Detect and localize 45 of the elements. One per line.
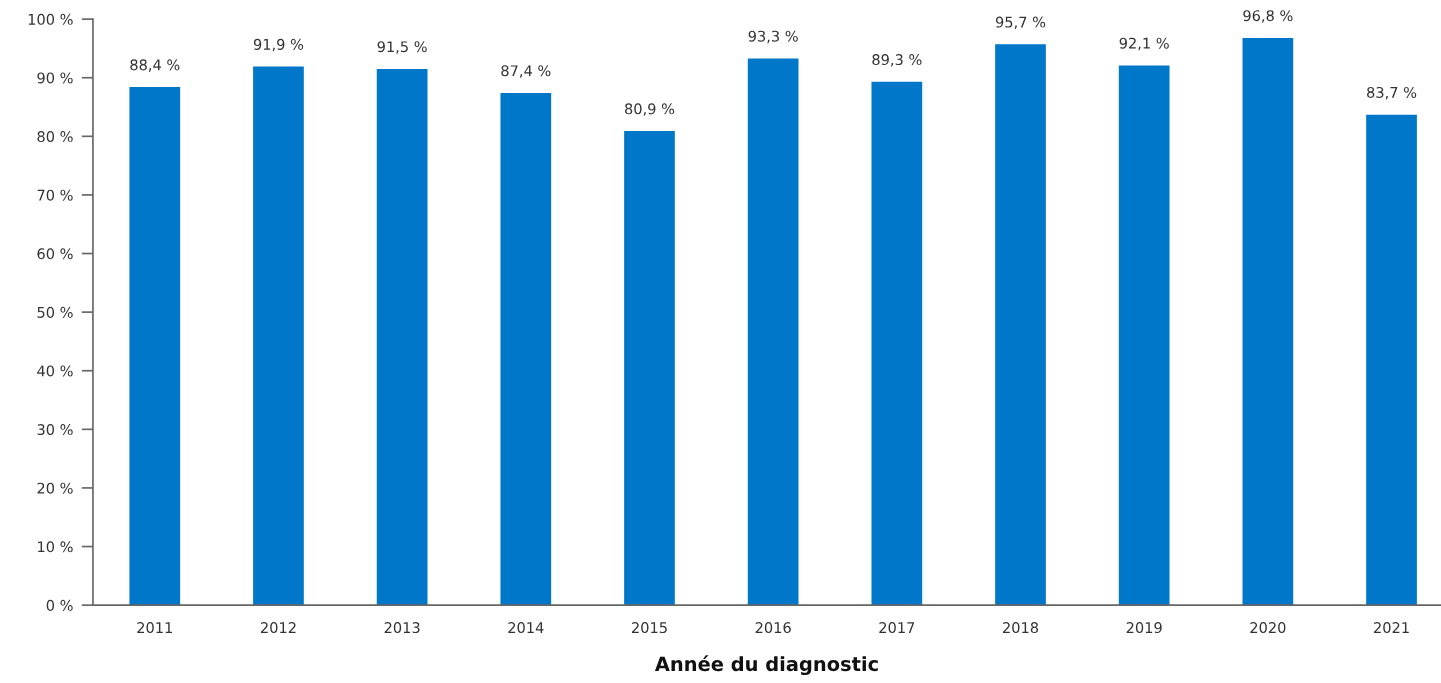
bar (129, 87, 181, 606)
bar (500, 92, 552, 606)
bar (1366, 114, 1417, 606)
data-label: 80,9 % (624, 103, 675, 116)
bar (376, 68, 428, 606)
x-tick-label: 2017 (879, 622, 915, 634)
x-tick-label: 2011 (137, 622, 172, 634)
y-tick-label: 50 % (37, 306, 73, 318)
y-tick-label: 10 % (38, 541, 73, 553)
data-label: 91,5 % (377, 41, 427, 54)
y-tick-label: 40 % (37, 365, 73, 377)
bar (871, 81, 923, 606)
data-label: 92,1 % (1119, 37, 1169, 51)
x-tick-label: 2019 (1126, 622, 1162, 634)
data-label: 96,8 % (1243, 10, 1293, 23)
data-label: 83,7 % (1367, 86, 1417, 100)
bar (1242, 37, 1294, 606)
y-tick-label: 0 % (46, 599, 73, 611)
data-label: 89,3 % (872, 54, 922, 67)
data-label: 91,9 % (253, 38, 304, 52)
x-tick-label: 2016 (755, 622, 791, 634)
x-tick-label: 2015 (631, 622, 667, 634)
x-tick-label: 2012 (260, 622, 296, 634)
y-tick-label: 90 % (37, 72, 73, 84)
bar (624, 131, 675, 606)
bar (995, 44, 1046, 606)
bar (747, 58, 799, 606)
y-tick-label: 60 % (37, 248, 73, 260)
data-label: 95,7 % (995, 16, 1046, 30)
bar (1118, 65, 1170, 606)
data-label: 87,4 % (501, 65, 551, 78)
x-tick-label: 2020 (1250, 622, 1286, 634)
bar (253, 66, 304, 606)
data-label: 93,3 % (748, 30, 798, 44)
x-tick-label: 2014 (508, 622, 544, 634)
y-tick-label: 20 % (37, 482, 73, 494)
y-tick-label: 30 % (37, 424, 73, 436)
y-tick-label: 80 % (37, 131, 73, 143)
data-label: 88,4 % (130, 59, 180, 72)
x-axis-title: Année du diagnostic (654, 655, 878, 676)
x-tick-label: 2021 (1374, 622, 1409, 634)
y-tick-label: 100 % (28, 13, 73, 25)
x-tick-label: 2018 (1003, 622, 1039, 634)
y-tick-label: 70 % (37, 189, 73, 201)
x-tick-label: 2013 (384, 622, 420, 634)
